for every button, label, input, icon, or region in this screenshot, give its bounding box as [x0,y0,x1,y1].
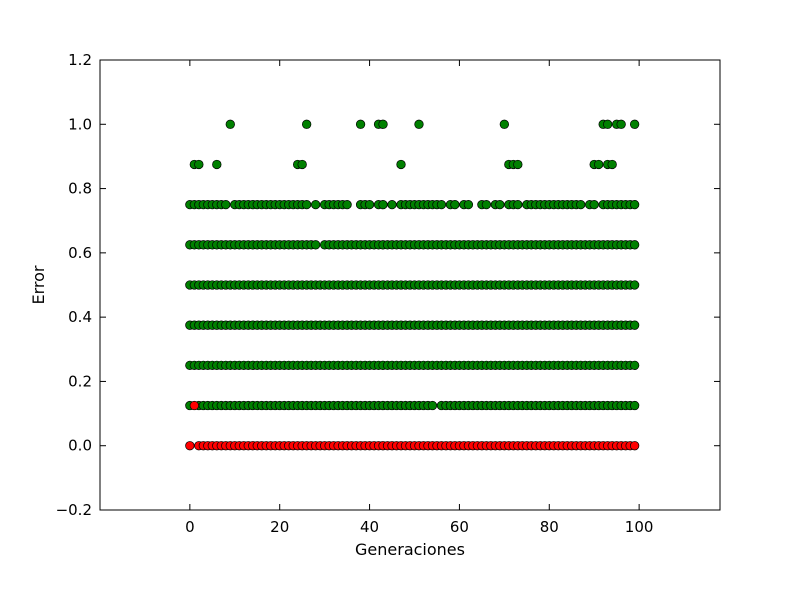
x-axis-label: Generaciones [355,540,465,559]
y-tick-label: 0.2 [68,372,92,390]
data-point [629,320,640,330]
data-point [189,400,199,411]
data-point [603,119,613,129]
data-point [342,199,352,210]
y-axis-label: Error [29,265,48,304]
x-tick-label: 60 [450,518,469,536]
data-point [225,119,235,129]
data-point [616,119,626,129]
data-point [576,199,586,210]
data-point [450,199,460,210]
data-point [302,199,312,210]
data-point [629,360,640,371]
data-point [311,199,321,210]
data-point [297,159,307,170]
y-tick-label: −0.2 [56,501,92,519]
data-point [513,159,523,170]
y-tick-label: 0.6 [68,244,92,262]
data-point [364,199,375,210]
data-point [607,159,617,170]
data-point [463,199,474,210]
data-points [185,119,640,451]
data-point [629,199,640,210]
x-tick-label: 0 [185,518,195,536]
data-point [629,240,640,250]
data-point [212,159,222,170]
x-tick-label: 100 [625,518,654,536]
x-tick-label: 40 [360,518,379,536]
data-point [427,400,438,411]
data-point [436,199,447,210]
data-point [185,441,195,451]
data-point [481,199,492,210]
data-point [629,119,640,129]
data-point [194,159,204,170]
y-tick-label: 1.0 [68,115,92,133]
data-point [414,119,424,129]
y-axis-ticks: −0.2 0.0 0.2 0.4 0.6 0.8 1.0 1.2 [56,51,720,519]
y-tick-label: 0.4 [68,308,92,326]
data-point [302,119,312,129]
data-point [221,199,231,210]
x-axis-ticks: 0 20 40 60 80 100 [185,60,653,536]
data-point [355,119,366,129]
data-point [396,159,406,170]
plot-frame [99,59,721,511]
y-tick-label: 0.8 [68,180,92,198]
data-point [594,159,604,170]
data-point [311,240,321,250]
data-point [378,119,388,129]
data-point [589,199,599,210]
y-tick-label: 1.2 [68,51,92,69]
data-point [629,441,640,451]
y-tick-label: 0.0 [68,437,92,455]
data-point [513,199,523,210]
x-tick-label: 80 [540,518,559,536]
data-point [378,199,388,210]
data-point [495,199,505,210]
data-point [629,280,640,290]
x-tick-label: 20 [270,518,289,536]
data-point [387,199,397,210]
data-point [629,400,640,411]
data-point [499,119,509,129]
